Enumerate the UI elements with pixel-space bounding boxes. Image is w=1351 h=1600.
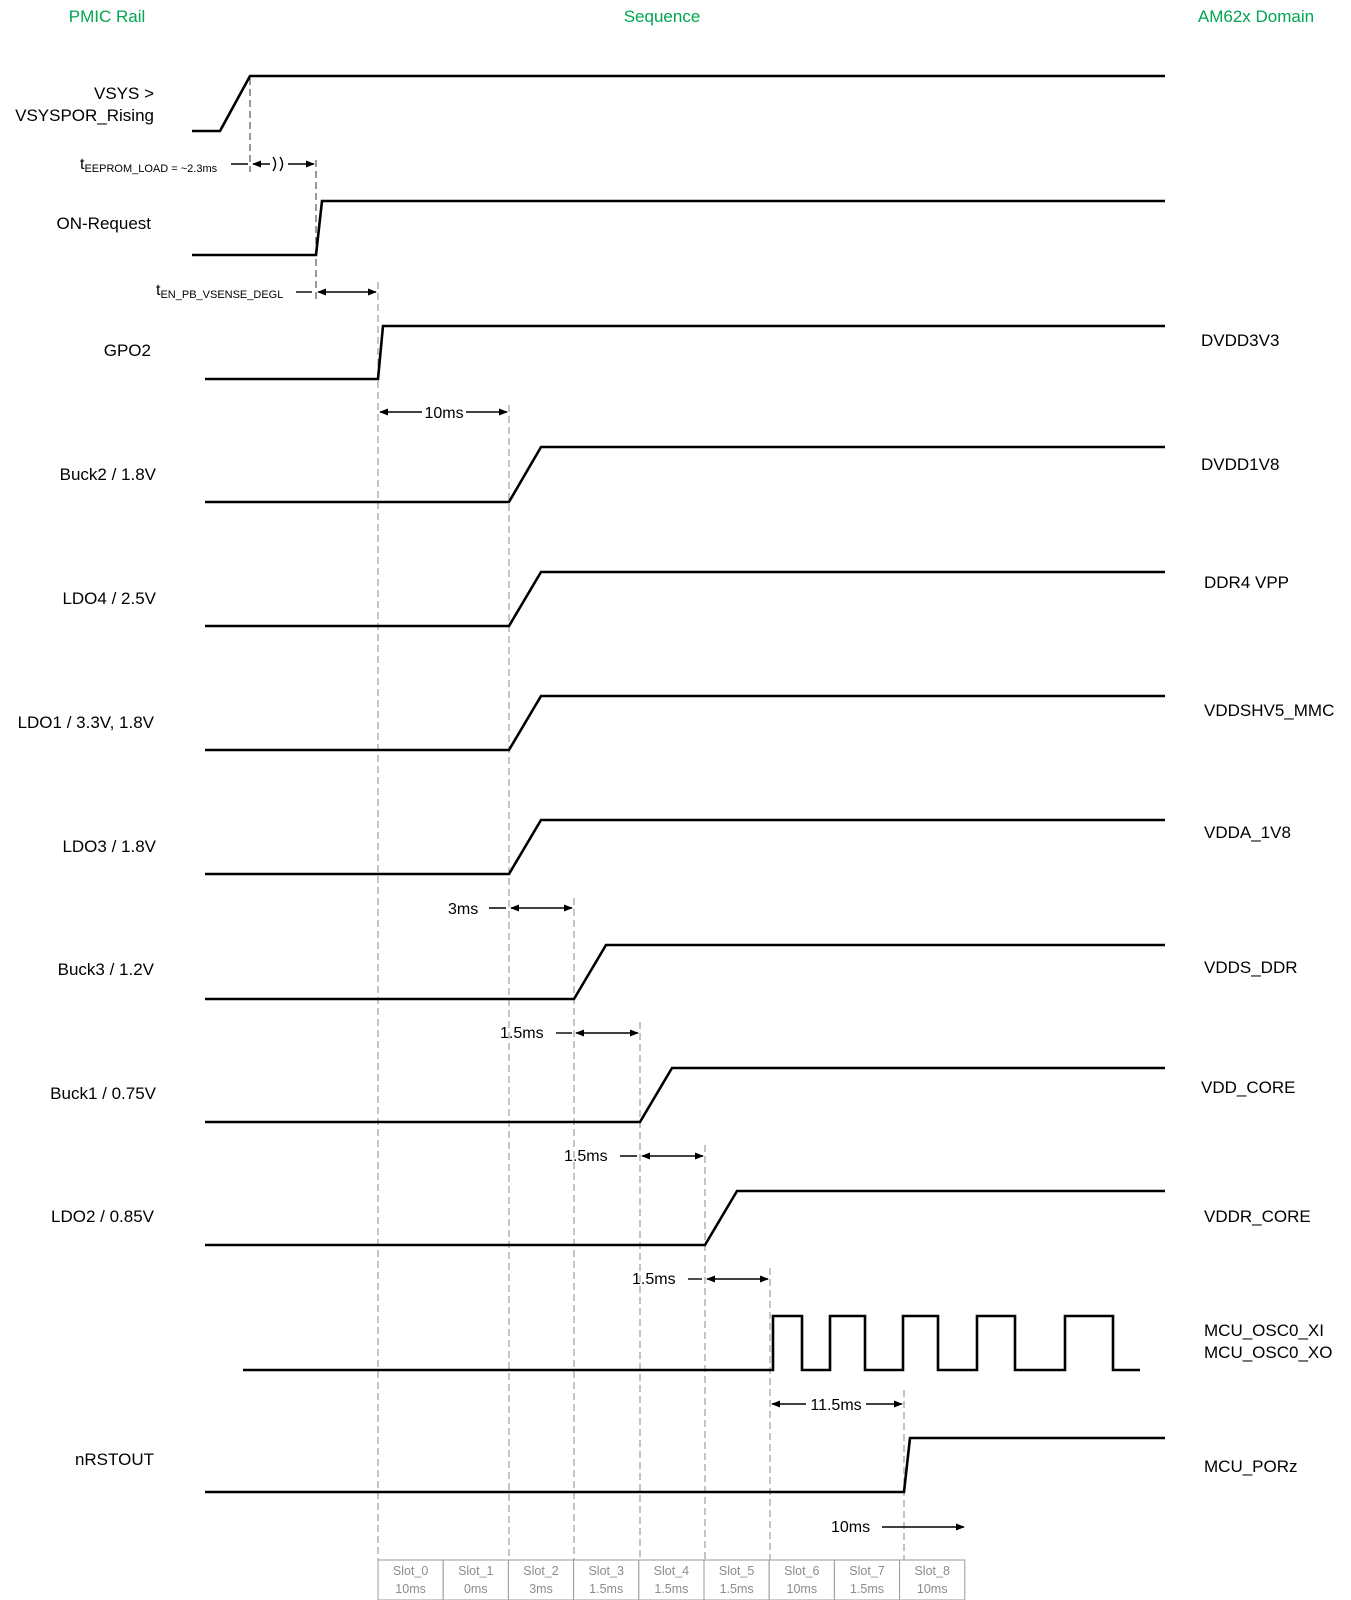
waveform-on-request xyxy=(192,199,1165,257)
slot-cell: Slot_4 1.5ms xyxy=(638,1559,705,1600)
domain-label-mcu-osc0-xi: MCU_OSC0_XI xyxy=(1204,1321,1324,1340)
annotation-1-5ms-slot3: 1.5ms xyxy=(500,1025,544,1042)
rail-label-ldo4: LDO4 / 2.5V xyxy=(62,589,156,608)
domain-label-ddr4-vpp: DDR4 VPP xyxy=(1204,573,1289,592)
domain-label-vddshv5-mmc: VDDSHV5_MMC xyxy=(1204,701,1334,720)
waveform-mcu-osc xyxy=(243,1314,1140,1372)
domain-label-dvdd3v3: DVDD3V3 xyxy=(1201,331,1279,350)
waveform-ldo3 xyxy=(205,818,1165,876)
domain-labels: DVDD3V3 DVDD1V8 DDR4 VPP VDDSHV5_MMC VDD… xyxy=(1201,331,1334,1476)
slot-time: 3ms xyxy=(529,1582,553,1596)
waveform-buck1 xyxy=(205,1066,1165,1124)
rail-labels: VSYS > VSYSPOR_Rising ON-Request GPO2 Bu… xyxy=(15,84,157,1469)
slot-name: Slot_6 xyxy=(784,1564,819,1578)
header-sequence: Sequence xyxy=(624,7,701,26)
slot-box xyxy=(833,1559,901,1600)
slot-name: Slot_1 xyxy=(458,1564,493,1578)
waveform-buck2 xyxy=(205,445,1165,504)
slot-cell: Slot_5 1.5ms xyxy=(703,1559,770,1600)
waveform-gpo2 xyxy=(205,324,1165,381)
waveform-vsys xyxy=(192,74,1165,133)
slot-box xyxy=(703,1559,770,1600)
annotation-11-5ms: 11.5ms xyxy=(810,1397,861,1414)
rail-label-on-request: ON-Request xyxy=(57,214,152,233)
waveform-ldo2 xyxy=(205,1189,1165,1247)
slot-cell: Slot_2 3ms xyxy=(507,1559,575,1600)
rail-label-gpo2: GPO2 xyxy=(104,341,151,360)
slot-box xyxy=(573,1559,640,1600)
slot-time: 0ms xyxy=(464,1582,488,1596)
slot-name: Slot_0 xyxy=(393,1564,428,1578)
rail-label-nrstout: nRSTOUT xyxy=(75,1450,154,1469)
slot-name: Slot_7 xyxy=(849,1564,884,1578)
waveform-ldo1 xyxy=(205,694,1165,752)
slot-time: 10ms xyxy=(395,1582,426,1596)
slot-box xyxy=(768,1559,835,1600)
annotation-10ms-slot8: 10ms xyxy=(831,1519,870,1536)
slot-name: Slot_4 xyxy=(654,1564,689,1578)
annotation-10ms-slot0: 10ms xyxy=(424,405,463,422)
slot-cell: Slot_0 10ms xyxy=(377,1559,444,1600)
annotation-1-5ms-slot5: 1.5ms xyxy=(632,1271,676,1288)
annotation-t-en-pb-main: t xyxy=(156,282,161,299)
rail-label-buck2: Buck2 / 1.8V xyxy=(60,465,157,484)
slot-time: 10ms xyxy=(787,1582,818,1596)
domain-label-vdds-ddr: VDDS_DDR xyxy=(1204,958,1298,977)
header-am62x-domain: AM62x Domain xyxy=(1198,7,1314,26)
slot-name: Slot_3 xyxy=(588,1564,623,1578)
rail-label-ldo2: LDO2 / 0.85V xyxy=(51,1207,155,1226)
annotation-t-en-pb-sub: EN_PB_VSENSE_DEGL xyxy=(160,289,283,301)
rail-label-buck1: Buck1 / 0.75V xyxy=(50,1084,157,1103)
domain-label-dvdd1v8: DVDD1V8 xyxy=(1201,455,1279,474)
annotation-t-eeprom-sub: EEPROM_LOAD = ~2.3ms xyxy=(84,163,217,175)
waveform-buck3 xyxy=(205,943,1165,1001)
waveform-nrstout xyxy=(205,1436,1165,1494)
slot-cell: Slot_8 10ms xyxy=(899,1559,966,1600)
header-pmic-rail: PMIC Rail xyxy=(69,7,146,26)
rail-label-ldo1: LDO1 / 3.3V, 1.8V xyxy=(18,713,155,732)
slot-time: 10ms xyxy=(917,1582,948,1596)
slot-time: 1.5ms xyxy=(589,1582,623,1596)
slot-box xyxy=(377,1559,444,1600)
annotation-t-en-pb-vsense-degl: tEN_PB_VSENSE_DEGL xyxy=(156,282,283,301)
slot-name: Slot_2 xyxy=(523,1564,558,1578)
waveform-ldo4 xyxy=(205,570,1165,628)
domain-label-mcu-porz: MCU_PORz xyxy=(1204,1457,1298,1476)
slot-time: 1.5ms xyxy=(720,1582,754,1596)
domain-label-mcu-osc0-xo: MCU_OSC0_XO xyxy=(1204,1343,1332,1362)
domain-label-vdda-1v8: VDDA_1V8 xyxy=(1204,823,1291,842)
annotation-t-eeprom-load: tEEPROM_LOAD = ~2.3ms xyxy=(80,156,218,175)
slot-name: Slot_5 xyxy=(719,1564,754,1578)
annotation-t-eeprom-break-icon xyxy=(272,156,284,172)
guide-lines xyxy=(249,78,905,1600)
annotation-t-eeprom-main: t xyxy=(80,156,85,173)
annotation-1-5ms-slot4: 1.5ms xyxy=(564,1148,608,1165)
rail-label-buck3: Buck3 / 1.2V xyxy=(58,960,155,979)
slot-box xyxy=(442,1559,509,1600)
slot-cell: Slot_7 1.5ms xyxy=(833,1559,901,1600)
slot-time: 1.5ms xyxy=(850,1582,884,1596)
slot-name: Slot_8 xyxy=(914,1564,949,1578)
slot-box xyxy=(899,1559,966,1600)
domain-label-vddr-core: VDDR_CORE xyxy=(1204,1207,1311,1226)
domain-label-vdd-core: VDD_CORE xyxy=(1201,1078,1295,1097)
slot-table: Slot_010msSlot_10msSlot_23msSlot_31.5msS… xyxy=(377,1559,966,1600)
slot-time: 1.5ms xyxy=(654,1582,688,1596)
slot-cell: Slot_1 0ms xyxy=(442,1559,509,1600)
annotation-3ms: 3ms xyxy=(448,901,478,918)
waveforms xyxy=(192,74,1165,1494)
rail-label-vsys-line2: VSYSPOR_Rising xyxy=(15,106,154,125)
slot-cell: Slot_3 1.5ms xyxy=(573,1559,640,1600)
rail-label-ldo3: LDO3 / 1.8V xyxy=(62,837,156,856)
rail-label-vsys-line1: VSYS > xyxy=(94,84,154,103)
slot-cell: Slot_6 10ms xyxy=(768,1559,835,1600)
timing-annotations: tEEPROM_LOAD = ~2.3ms tEN_PB_VSENSE_DEGL… xyxy=(80,156,965,1536)
